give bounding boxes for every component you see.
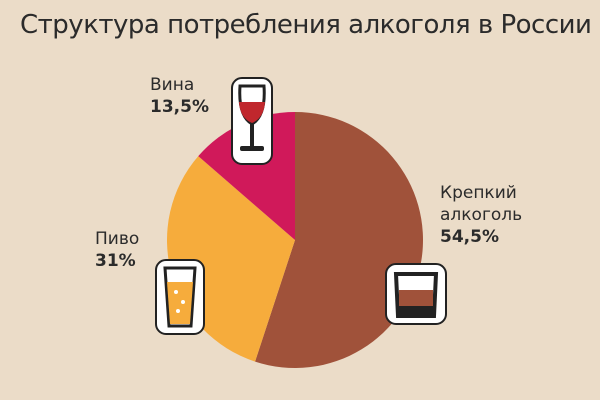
pie-slice xyxy=(255,112,424,368)
category-label: Вина xyxy=(150,75,195,95)
value-label: 31% xyxy=(95,251,136,271)
chart-title: Структура потребления алкоголя в России xyxy=(20,10,592,40)
value-label: 13,5% xyxy=(150,97,209,117)
slice-label: Крепкий алкоголь 54,5% xyxy=(440,182,550,248)
whisky-icon xyxy=(385,263,447,325)
slice-label: Вина 13,5% xyxy=(150,74,230,118)
wine-icon xyxy=(231,77,273,165)
slice-label: Пиво 31% xyxy=(95,228,175,272)
beer-icon xyxy=(155,259,205,335)
category-label: Крепкий алкоголь xyxy=(440,183,523,225)
value-label: 54,5% xyxy=(440,227,499,247)
category-label: Пиво xyxy=(95,229,140,249)
